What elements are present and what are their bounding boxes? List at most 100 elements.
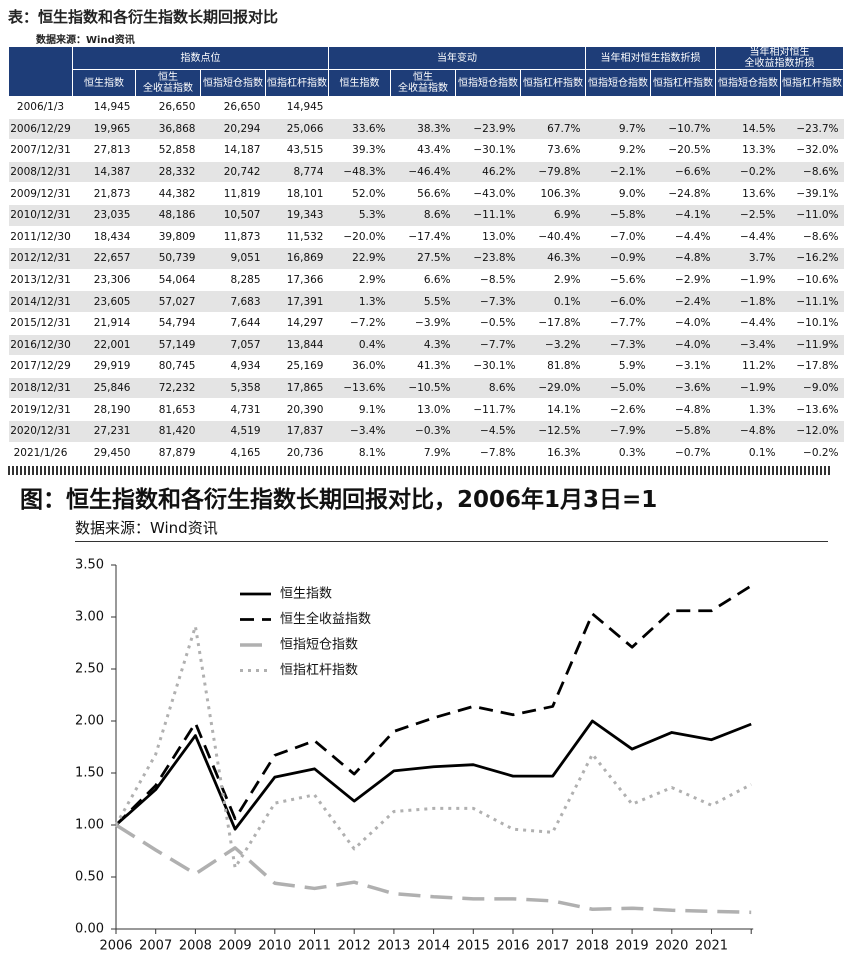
table-cell: 2011/12/30 <box>8 226 73 249</box>
x-tick-label: 2020 <box>655 939 688 954</box>
table-cell: 5,358 <box>200 377 266 400</box>
table-cell: −23.9% <box>455 118 521 141</box>
table-cell: −30.1% <box>455 355 521 378</box>
table-cell: −20.5% <box>650 139 716 162</box>
table-cell: −7.0% <box>585 226 651 249</box>
table-cell: 17,366 <box>265 269 329 292</box>
table-cell: −23.8% <box>455 247 521 270</box>
table-row: 2011/12/30 18,434 39,809 11,873 11,532 −20.0%… <box>8 226 844 249</box>
table-cell: 9.2% <box>585 139 651 162</box>
table-row: 2021/1/26 29,450 87,879 4,165 20,736 8.1% 7.9%… <box>8 442 844 465</box>
table-cell: −1.8% <box>715 290 781 313</box>
table-cell: −11.1% <box>455 204 521 227</box>
table-cell: 28,190 <box>72 398 136 421</box>
table-cell: 25,846 <box>72 377 136 400</box>
rule <box>75 541 828 542</box>
table-cell: 81,653 <box>135 398 201 421</box>
table-cell: −4.1% <box>650 204 716 227</box>
table-cell: 7,644 <box>200 312 266 335</box>
table-cell: 10,507 <box>200 204 266 227</box>
table-cell: −39.1% <box>780 182 844 205</box>
table-cell: 57,149 <box>135 334 201 357</box>
table-cell: 11,819 <box>200 182 266 205</box>
table-cell: 56.6% <box>390 182 456 205</box>
y-tick-label: 1.00 <box>75 818 104 833</box>
table-cell: −11.9% <box>780 334 844 357</box>
table-cell: −6.0% <box>585 290 651 313</box>
table-cell: −43.0% <box>455 182 521 205</box>
table-cell: 80,745 <box>135 355 201 378</box>
table-cell: 13.0% <box>390 398 456 421</box>
table-cell: 28,332 <box>135 161 201 184</box>
table-cell: 38.3% <box>390 118 456 141</box>
y-tick-label: 1.50 <box>75 766 104 781</box>
table-cell: 33.6% <box>328 118 391 141</box>
table-cell: 27,813 <box>72 139 136 162</box>
y-tick-label: 0.50 <box>75 870 104 885</box>
table-cell: 7,057 <box>200 334 266 357</box>
column-header: 恒生指数 <box>328 69 391 97</box>
table-cell: 22,001 <box>72 334 136 357</box>
table-cell: 13.3% <box>715 139 781 162</box>
legend-label: 恒指杠杆指数 <box>280 662 358 678</box>
table-cell: −3.9% <box>390 312 456 335</box>
table-cell: 29,450 <box>72 442 136 465</box>
table-cell: 9.1% <box>328 398 391 421</box>
column-header: 恒指短仓指数 <box>715 69 781 97</box>
table-row: 2012/12/31 22,657 50,739 9,051 16,869 22.9% 27… <box>8 247 844 270</box>
y-tick-label: 2.00 <box>75 714 104 729</box>
table-cell: −7.9% <box>585 420 651 443</box>
table-row: 2010/12/31 23,035 48,186 10,507 19,343 5.3% 8.… <box>8 204 844 227</box>
table-cell: 22.9% <box>328 247 391 270</box>
table-cell: −11.1% <box>780 290 844 313</box>
table-cell: −1.9% <box>715 269 781 292</box>
column-header: 恒指短仓指数 <box>455 69 521 97</box>
table-cell: 2015/12/31 <box>8 312 73 335</box>
table-cell: 5.3% <box>328 204 391 227</box>
series-line <box>115 719 752 831</box>
table-cell: 5.5% <box>390 290 456 313</box>
table-cell: 17,865 <box>265 377 329 400</box>
table-cell: −0.2% <box>780 442 844 465</box>
table-cell: 11.2% <box>715 355 781 378</box>
table-cell: −10.7% <box>650 118 716 141</box>
table-row: 2007/12/31 27,813 52,858 14,187 43,515 39.3% 4… <box>8 139 844 162</box>
table-cell: 19,343 <box>265 204 329 227</box>
table-cell: −7.7% <box>455 334 521 357</box>
table-cell: 2.9% <box>328 269 391 292</box>
table-cell: 23,306 <box>72 269 136 292</box>
table-cell: 14,945 <box>72 96 136 119</box>
table-row: 2015/12/31 21,914 54,794 7,644 14,297 −7.2% −3… <box>8 312 844 335</box>
table-cell <box>328 96 391 119</box>
table-cell: −32.0% <box>780 139 844 162</box>
group-header: 当年相对恒生 全收益指数折损 <box>715 46 844 70</box>
table-cell: 13.0% <box>455 226 521 249</box>
table-cell: 4,934 <box>200 355 266 378</box>
table-row: 2019/12/31 28,190 81,653 4,731 20,390 9.1% 13.… <box>8 398 844 421</box>
table-cell: −2.5% <box>715 204 781 227</box>
table-cell: −4.0% <box>650 312 716 335</box>
table-cell: 52,858 <box>135 139 201 162</box>
table-cell: 67.7% <box>520 118 586 141</box>
table-cell: 1.3% <box>328 290 391 313</box>
table-cell: −7.3% <box>585 334 651 357</box>
table-row: 2006/12/29 19,965 36,868 20,294 25,066 33.6% 3… <box>8 118 844 141</box>
table-cell <box>780 96 844 119</box>
table-cell: 50,739 <box>135 247 201 270</box>
column-header: 恒指杠杆指数 <box>265 69 329 97</box>
table-cell: −4.5% <box>455 420 521 443</box>
table-cell: 2012/12/31 <box>8 247 73 270</box>
column-header: 恒指短仓指数 <box>585 69 651 97</box>
x-tick-label: 2015 <box>457 939 490 954</box>
table-cell: 2010/12/31 <box>8 204 73 227</box>
table-cell: 18,434 <box>72 226 136 249</box>
table-head: 指数点位 当年变动 当年相对恒生指数折损 当年相对恒生 全收益指数折损 恒生指数 恒生 全… <box>8 46 844 97</box>
table-cell: 13,844 <box>265 334 329 357</box>
table-cell: 21,873 <box>72 182 136 205</box>
table-cell: −3.4% <box>328 420 391 443</box>
table-cell: 87,879 <box>135 442 201 465</box>
table-cell: 5.9% <box>585 355 651 378</box>
table-row: 2020/12/31 27,231 81,420 4,519 17,837 −3.4% −0… <box>8 420 844 443</box>
table-cell: −10.1% <box>780 312 844 335</box>
table-cell: −9.0% <box>780 377 844 400</box>
